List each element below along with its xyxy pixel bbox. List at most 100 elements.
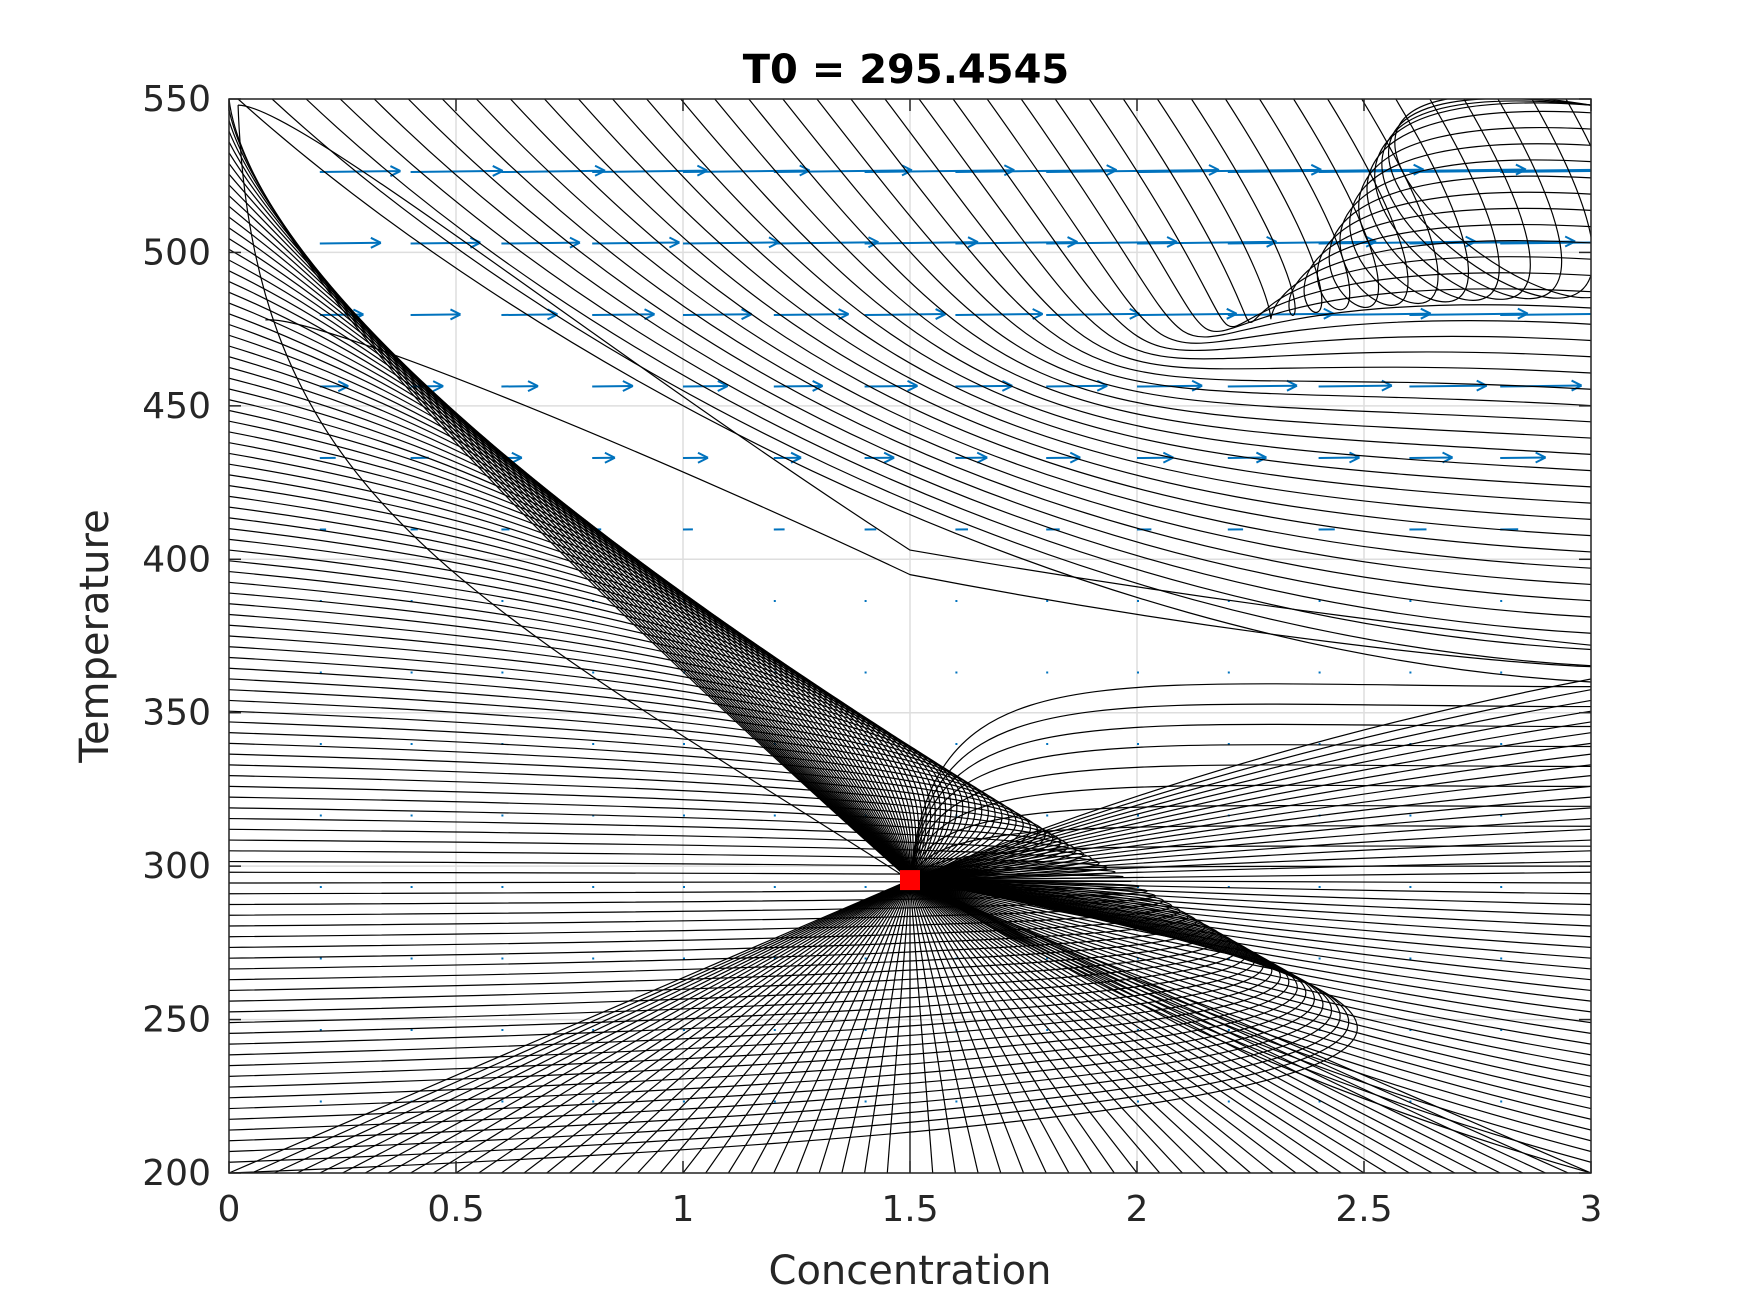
trajectory bbox=[909, 879, 1025, 1173]
quiver-arrow-head bbox=[622, 385, 634, 392]
trajectory bbox=[909, 879, 1388, 1173]
x-tick-label: 2 bbox=[1126, 1189, 1149, 1230]
trajectory bbox=[884, 99, 1591, 374]
quiver-arrow-head bbox=[768, 236, 780, 244]
quiver-arrow-head bbox=[569, 241, 581, 249]
trajectory bbox=[229, 506, 912, 881]
quiver-arrow-head bbox=[1162, 456, 1174, 464]
trajectory bbox=[478, 879, 911, 1173]
quiver-arrow-head bbox=[1618, 164, 1628, 169]
quiver-arrow bbox=[773, 384, 823, 388]
trajectory bbox=[229, 109, 911, 881]
quiver-arrow-head bbox=[967, 236, 979, 244]
trajectory bbox=[229, 879, 911, 1173]
quiver-arrow-head bbox=[527, 380, 539, 387]
quiver-arrow-head bbox=[697, 456, 709, 464]
trajectory bbox=[455, 879, 911, 1173]
quiver-arrow bbox=[410, 241, 481, 245]
quiver-arrow bbox=[1136, 168, 1322, 174]
trajectory bbox=[229, 130, 911, 881]
trajectory bbox=[237, 105, 911, 881]
quiver-arrow-head bbox=[604, 451, 616, 459]
y-tick-label: 200 bbox=[142, 1153, 211, 1194]
quiver-arrow-head bbox=[1515, 163, 1527, 171]
trajectory bbox=[727, 879, 911, 1173]
trajectory bbox=[591, 879, 911, 1173]
quiver-arrow-head bbox=[1255, 451, 1267, 459]
trajectory bbox=[909, 683, 1591, 881]
trajectory bbox=[578, 99, 1591, 520]
x-tick-label: 0 bbox=[218, 1189, 241, 1230]
trajectory bbox=[909, 879, 1591, 981]
trajectory bbox=[229, 879, 1358, 1173]
trajectory bbox=[909, 879, 979, 1173]
trajectory bbox=[229, 538, 920, 881]
trajectory bbox=[229, 879, 1256, 1045]
trajectory bbox=[319, 879, 911, 1173]
quiver-arrow-head bbox=[352, 308, 364, 316]
trajectory bbox=[342, 879, 911, 1173]
trajectory bbox=[909, 879, 1591, 1153]
trajectory bbox=[229, 581, 936, 881]
quiver-arrow-head bbox=[492, 165, 504, 172]
trajectory bbox=[229, 764, 1046, 881]
trajectory bbox=[265, 319, 1591, 668]
x-axis-label: Concentration bbox=[769, 1248, 1052, 1294]
trajectory bbox=[1374, 99, 1591, 300]
quiver-arrow bbox=[682, 241, 779, 245]
trajectory bbox=[952, 99, 1591, 352]
trajectory bbox=[229, 431, 911, 881]
trajectory bbox=[387, 879, 911, 1173]
trajectory bbox=[229, 452, 911, 881]
trajectory bbox=[274, 879, 911, 1173]
quiver-arrow bbox=[955, 241, 1078, 245]
trajectory bbox=[909, 879, 1183, 1173]
quiver-arrow bbox=[1136, 240, 1277, 245]
trajectory bbox=[909, 879, 1591, 1067]
quiver-arrow bbox=[1318, 312, 1431, 317]
trajectory bbox=[229, 570, 932, 881]
trajectory bbox=[229, 474, 911, 881]
trajectory bbox=[229, 796, 1069, 881]
trajectory bbox=[237, 99, 1591, 683]
quiver-arrow-head bbox=[717, 385, 729, 392]
trajectory bbox=[909, 879, 1591, 1034]
quiver-arrow-head bbox=[668, 236, 680, 244]
quiver-arrow-head bbox=[1286, 384, 1298, 392]
quiver-arrow-head bbox=[1420, 307, 1432, 315]
quiver-arrow bbox=[1318, 384, 1392, 388]
quiver-arrow bbox=[1046, 168, 1219, 174]
trajectory bbox=[229, 388, 911, 881]
trajectory bbox=[909, 879, 1591, 1024]
quiver-arrow-head bbox=[1615, 309, 1625, 314]
trajectory bbox=[229, 635, 964, 881]
chart-title: T0 = 295.4545 bbox=[743, 47, 1070, 93]
trajectory bbox=[909, 865, 1591, 881]
trajectory bbox=[229, 879, 1206, 981]
quiver-arrow-head bbox=[1162, 451, 1174, 459]
trajectory bbox=[909, 804, 1591, 881]
trajectory bbox=[909, 879, 1093, 1173]
quiver-arrow-head bbox=[1535, 456, 1547, 464]
trajectory bbox=[909, 879, 1591, 959]
quiver-arrow-head bbox=[907, 384, 918, 392]
y-tick-label: 550 bbox=[142, 79, 211, 120]
quiver-arrow-head bbox=[799, 164, 811, 172]
trajectory bbox=[909, 775, 1591, 881]
quiver-arrow bbox=[592, 169, 708, 174]
quiver-arrow-head bbox=[511, 451, 523, 459]
quiver-arrow bbox=[1046, 312, 1140, 317]
trajectory bbox=[229, 879, 1214, 992]
quiver-arrow bbox=[773, 241, 879, 245]
trajectory bbox=[238, 104, 1591, 646]
quiver-arrow-head bbox=[337, 380, 349, 388]
quiver-arrow bbox=[1409, 456, 1453, 460]
quiver-arrow bbox=[319, 241, 381, 245]
trajectory bbox=[441, 99, 1591, 586]
trajectory bbox=[909, 879, 1591, 938]
quiver-arrow-head bbox=[1349, 456, 1360, 464]
quiver-arrow bbox=[955, 384, 1013, 388]
trajectory bbox=[909, 879, 1591, 1131]
trajectory bbox=[229, 517, 914, 881]
quiver-arrow bbox=[1409, 312, 1528, 317]
